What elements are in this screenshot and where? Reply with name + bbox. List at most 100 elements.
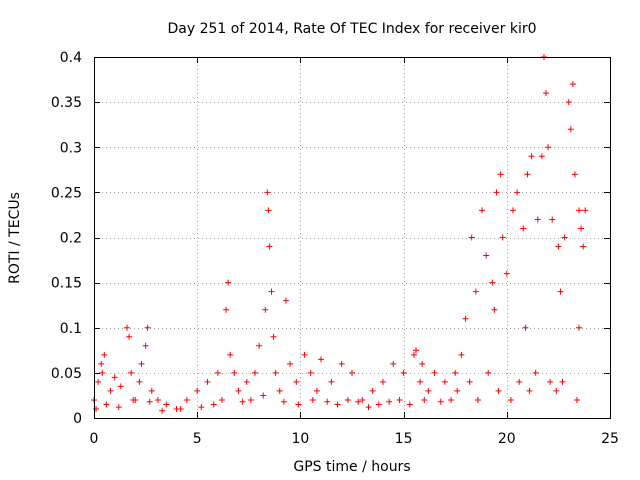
x-tick-labels: 0 5 10 15 20 25 [90,431,619,447]
data-point [462,315,469,322]
data-point [280,398,287,405]
data-point [265,207,272,214]
data-point [553,387,560,394]
data-point [532,369,539,376]
data-point [103,401,110,408]
data-point [251,369,258,376]
data-point [497,171,504,178]
y-tick-label: 0 [73,411,82,427]
data-point [287,360,294,367]
data-point [99,369,106,376]
data-point [576,324,583,331]
data-point [578,225,585,232]
data-point [309,396,316,403]
x-tick-label: 0 [90,431,99,447]
data-point [549,216,556,223]
data-point [126,333,133,340]
data-point [561,234,568,241]
data-point [468,234,475,241]
data-point [324,398,331,405]
y-tick-label: 0.3 [60,140,82,156]
data-point [406,401,413,408]
data-point [243,378,250,385]
data-point [235,387,242,394]
data-point [256,342,263,349]
data-point [128,369,135,376]
data-point [276,387,283,394]
data-point [266,243,273,250]
data-point [349,369,355,376]
y-tick-label: 0.2 [60,231,82,247]
data-point [582,207,589,214]
data-point [111,374,118,381]
data-point [282,297,289,304]
data-point [142,342,149,349]
data-point [524,171,531,178]
data-point [437,398,444,405]
data-point [503,270,510,277]
data-point [545,144,552,151]
data-point [526,387,533,394]
data-point [576,207,583,214]
data-point [318,356,325,363]
data-point [571,171,578,178]
data-point [194,387,201,394]
data-point [260,392,267,399]
data-point [479,207,486,214]
data-point [386,398,393,405]
data-point [270,333,277,340]
data-point [483,252,490,259]
data-point [262,306,269,313]
data-point [514,189,521,196]
y-tick-label: 0.1 [60,321,82,337]
data-point [144,324,151,331]
data-point [344,396,351,403]
data-point [293,378,300,385]
data-point [485,369,492,376]
data-point [538,153,545,160]
data-point [98,360,105,367]
data-point [417,378,424,385]
data-point [448,396,455,403]
data-point [301,351,308,358]
y-tick-labels: 0 0.05 0.1 0.15 0.2 0.25 0.3 0.35 0.4 [51,50,82,427]
data-point [555,243,562,250]
data-point [580,243,587,250]
x-tick-label: 15 [395,431,413,447]
data-point [148,387,155,394]
x-tick-label: 5 [193,431,202,447]
data-point [567,126,574,133]
x-axis-label: GPS time / hours [293,459,410,475]
data-point [452,369,459,376]
data-point [396,396,403,403]
data-point [115,404,122,411]
data-point [214,369,221,376]
data-point [365,404,372,411]
y-tick-label: 0.05 [51,366,82,382]
x-tick-label: 20 [498,431,516,447]
data-point [379,378,386,385]
data-point [177,405,184,412]
data-point [410,351,417,358]
data-point [573,396,580,403]
data-points [91,54,589,414]
data-point [509,207,516,214]
ticks [94,57,611,419]
y-tick-label: 0.35 [51,95,82,111]
data-point [146,398,153,405]
data-point [138,360,145,367]
grid [94,57,610,418]
data-point [154,396,161,403]
data-point [338,360,345,367]
data-point [458,351,465,358]
data-point [528,153,535,160]
data-point [107,387,114,394]
data-point [223,306,230,313]
data-point [268,288,275,295]
data-point [425,387,432,394]
data-point [543,90,550,97]
x-tick-label: 25 [601,431,619,447]
data-point [307,369,314,376]
data-point [421,396,428,403]
